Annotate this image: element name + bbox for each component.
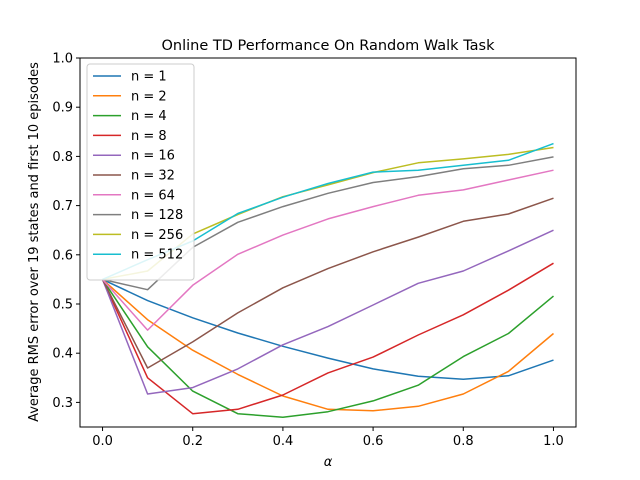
x-tick-label: 0.4 [273,434,294,449]
series-line-7 [101,169,554,331]
y-tick-label: 0.8 [52,150,73,165]
chart-title: Online TD Performance On Random Walk Tas… [162,38,496,54]
y-axis-label: Average RMS error over 19 states and fir… [27,62,42,422]
legend-label: n = 32 [131,169,175,184]
x-tick-label: 0.6 [363,434,384,449]
series-line-2 [102,278,554,412]
series-line-5 [101,229,554,395]
x-axis-label: α [324,455,333,470]
series-line-1 [102,278,554,381]
x-tick-label: 0.8 [453,434,474,449]
legend-box [86,63,195,281]
legend: n = 1 n = 2 n = 4 n = 8 n = 16 n = 32 n = 64 n … [86,63,195,281]
y-tick-label: 0.4 [52,347,73,362]
legend-label: n = 512 [131,248,183,263]
plot-lines [101,142,554,418]
y-tick-label: 0.6 [52,248,73,263]
legend-label: n = 4 [131,109,167,124]
y-tick-label: 0.5 [52,298,73,313]
plot-frame [79,57,577,428]
y-tick-label: 0.3 [52,396,73,411]
series-line-4 [101,262,554,415]
legend-label: n = 16 [131,149,175,164]
legend-label: n = 2 [131,89,167,104]
x-tick-label: 0.2 [182,434,203,449]
x-tick-label: 1.0 [543,434,564,449]
y-tick-label: 1.0 [52,52,73,67]
legend-label: n = 1 [131,70,167,85]
x-tick-label: 0.0 [92,434,113,449]
legend-label: n = 64 [131,188,175,203]
legend-label: n = 128 [131,208,183,223]
y-tick-label: 0.9 [52,101,73,116]
legend-label: n = 8 [131,129,167,144]
series-line-3 [101,278,554,418]
y-tick-label: 0.7 [52,199,73,214]
y-axis-ticks: 0.3 0.4 0.5 0.6 0.7 0.8 0.9 1.0 [52,52,80,411]
x-axis-ticks: 0.0 0.2 0.4 0.6 0.8 1.0 [92,427,564,449]
series-line-6 [101,197,554,369]
legend-label: n = 256 [131,228,183,243]
